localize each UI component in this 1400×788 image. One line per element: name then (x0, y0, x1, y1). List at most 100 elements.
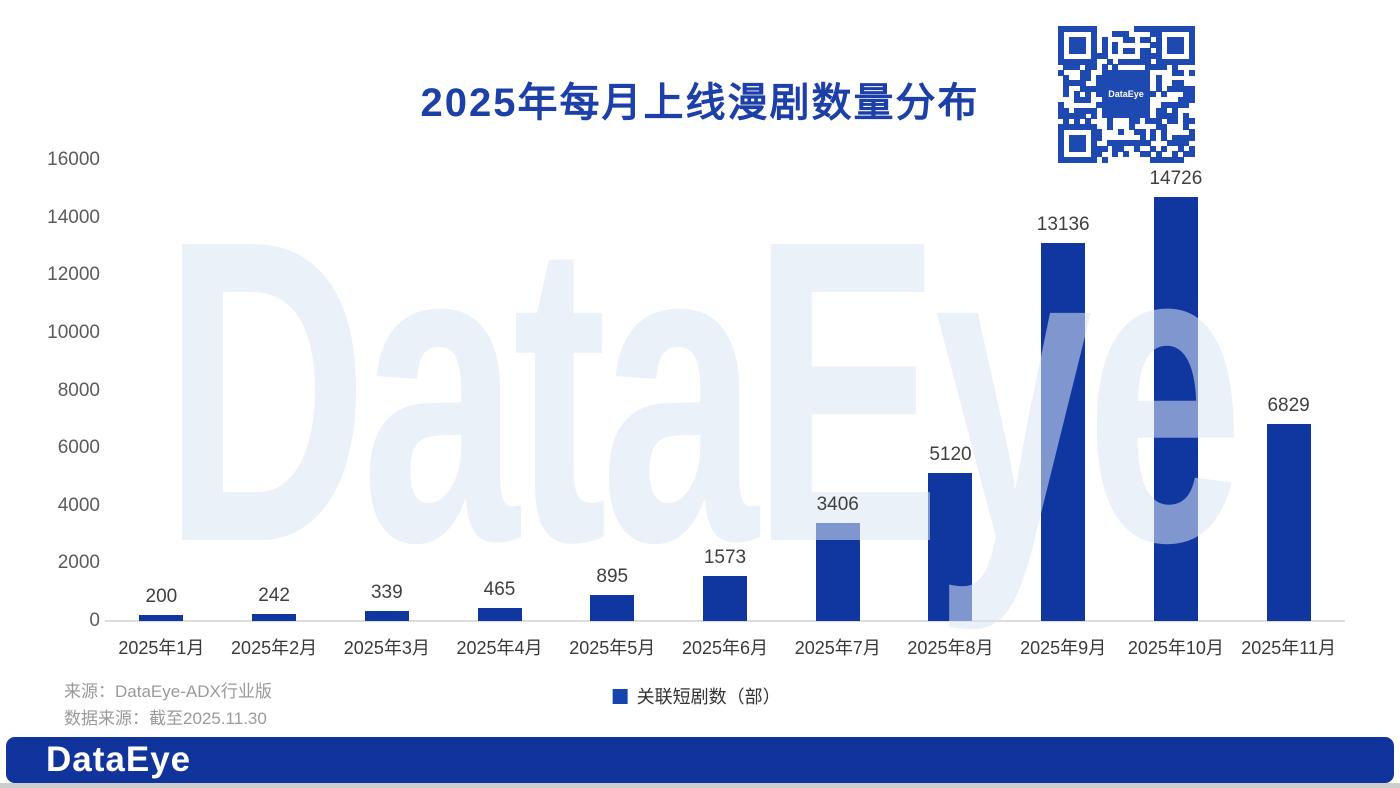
qr-module (1058, 36, 1064, 43)
bar-value-label: 895 (596, 566, 629, 587)
qr-module (1090, 64, 1097, 71)
qr-module (1166, 58, 1173, 65)
qr-center-label: DataEye (1108, 89, 1144, 99)
bar-value-label: 339 (370, 582, 403, 603)
qr-module (1063, 91, 1070, 98)
qr-module (1139, 134, 1146, 141)
qr-module (1068, 42, 1075, 49)
qr-module (1058, 47, 1064, 54)
qr-module (1079, 36, 1086, 43)
qr-module (1183, 140, 1190, 147)
x-axis-tick-label: 2025年10月 (1127, 638, 1224, 658)
qr-module (1063, 107, 1070, 114)
x-axis-tick-label: 2025年6月 (681, 638, 769, 658)
qr-module (1128, 36, 1135, 43)
bar (928, 473, 973, 621)
qr-module (1188, 31, 1195, 38)
qr-module (1068, 134, 1075, 141)
bar-value-label: 200 (145, 586, 178, 607)
qr-module (1183, 113, 1190, 120)
bar (139, 615, 184, 621)
x-axis-tick-label: 2025年5月 (569, 638, 656, 658)
qr-module (1058, 151, 1064, 158)
qr-module (1106, 140, 1113, 147)
qr-module (1074, 42, 1081, 49)
qr-module (1166, 36, 1173, 43)
qr-module (1090, 58, 1097, 65)
qr-module (1090, 36, 1097, 43)
qr-module (1074, 134, 1081, 141)
qr-module (1085, 69, 1092, 76)
y-axis-tick-label: 0 (89, 610, 100, 631)
qr-module (1085, 85, 1092, 92)
qr-module (1166, 118, 1173, 125)
qr-module (1177, 80, 1184, 87)
qr-module (1188, 47, 1195, 54)
qr-module (1090, 47, 1097, 54)
qr-module (1079, 69, 1086, 76)
qr-module (1177, 47, 1184, 54)
qr-module (1188, 134, 1195, 141)
qr-module (1063, 64, 1070, 71)
qr-module (1177, 102, 1184, 109)
bar (477, 608, 522, 621)
qr-module (1106, 118, 1113, 125)
qr-module (1172, 113, 1179, 120)
qr-module (1058, 26, 1064, 32)
qr-module (1096, 85, 1103, 92)
qr-module (1096, 53, 1103, 60)
qr-module (1106, 58, 1113, 65)
qr-module (1112, 42, 1119, 49)
qr-center-logo: DataEye (1102, 70, 1150, 118)
qr-module (1123, 36, 1130, 43)
qr-module (1139, 36, 1146, 43)
qr-module (1079, 134, 1086, 141)
qr-module (1063, 80, 1070, 87)
qr-module (1085, 91, 1092, 98)
qr-module (1145, 26, 1152, 32)
qr-module (1172, 80, 1179, 87)
x-axis-tick-label: 2025年11月 (1241, 638, 1336, 658)
qr-module (1155, 58, 1162, 65)
qr-module (1117, 31, 1124, 38)
qr-module (1172, 69, 1179, 76)
qr-module (1085, 26, 1092, 32)
y-axis-tick-label: 8000 (57, 379, 100, 401)
qr-module (1183, 85, 1190, 92)
qr-module (1172, 107, 1179, 114)
qr-module (1172, 58, 1179, 65)
qr-module (1058, 31, 1064, 38)
qr-module (1074, 91, 1081, 98)
qr-module (1079, 42, 1086, 49)
qr-module (1058, 107, 1064, 114)
qr-module (1068, 36, 1075, 43)
qr-module (1058, 69, 1064, 76)
qr-module (1068, 64, 1075, 71)
qr-module (1101, 145, 1108, 152)
qr-module (1101, 42, 1108, 49)
qr-module (1058, 129, 1064, 136)
qr-module (1090, 123, 1097, 130)
qr-module (1161, 129, 1168, 136)
y-axis-tick-label: 2000 (57, 552, 100, 574)
qr-module (1117, 58, 1124, 65)
qr-module (1177, 42, 1184, 49)
qr-module (1085, 96, 1092, 103)
qr-module (1155, 85, 1162, 92)
source-note: 来源：DataEye-ADX行业版 数据来源：截至2025.11.30 (64, 678, 272, 732)
qr-module (1074, 58, 1081, 65)
qr-module (1145, 47, 1152, 54)
qr-module (1063, 74, 1070, 81)
qr-module (1177, 26, 1184, 32)
qr-module (1134, 129, 1141, 136)
qr-module (1134, 145, 1141, 152)
qr-module (1155, 26, 1162, 32)
qr-module (1166, 47, 1173, 54)
qr-module (1085, 107, 1092, 114)
qr-module (1166, 140, 1173, 147)
y-axis-tick-label: 4000 (57, 494, 100, 516)
qr-module (1188, 42, 1195, 49)
qr-module (1090, 156, 1097, 163)
qr-module (1058, 123, 1064, 130)
